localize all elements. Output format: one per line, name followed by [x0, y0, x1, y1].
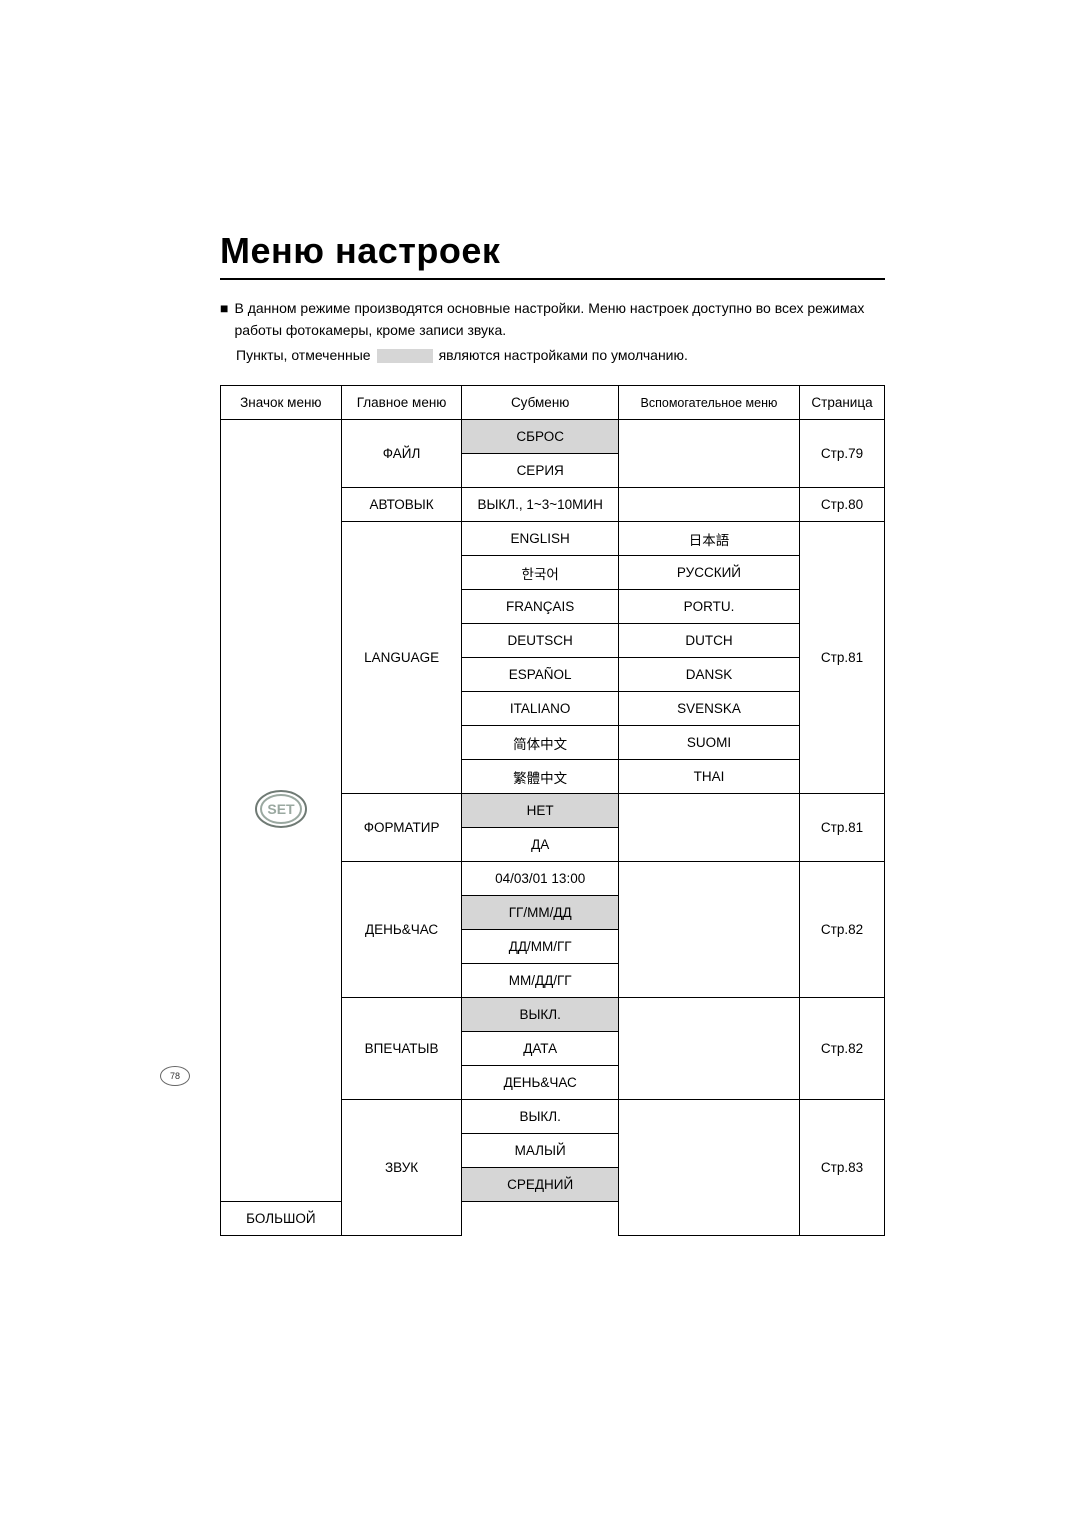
intro-line-2a: Пункты, отмеченные	[236, 345, 371, 367]
settings-table-wrap: Значок меню Главное меню Субменю Вспомог…	[220, 385, 885, 1236]
lang-left: 简体中文	[462, 726, 618, 760]
set-icon: SET	[254, 789, 308, 832]
table-header-row: Значок меню Главное меню Субменю Вспомог…	[221, 386, 885, 420]
sub-imprint-3: ДЕНЬ&ЧАС	[462, 1066, 618, 1100]
page-language: Стр.81	[800, 522, 885, 794]
lang-right: РУССКИЙ	[618, 556, 799, 590]
main-format: ФОРМАТИР	[341, 794, 462, 862]
aux-empty	[618, 420, 799, 488]
sub-sound-4: БОЛЬШОЙ	[221, 1202, 342, 1236]
sub-date-2: ГГ/ММ/ДД	[462, 896, 618, 930]
main-file: ФАЙЛ	[341, 420, 462, 488]
sub-imprint-1: ВЫКЛ.	[462, 998, 618, 1032]
th-icon: Значок меню	[221, 386, 342, 420]
settings-table: Значок меню Главное меню Субменю Вспомог…	[220, 385, 885, 1236]
intro-line-1: В данном режиме производятся основные на…	[234, 298, 885, 341]
lang-right: SUOMI	[618, 726, 799, 760]
sub-date-4: ММ/ДД/ГГ	[462, 964, 618, 998]
sub-sound-1: ВЫКЛ.	[462, 1100, 618, 1134]
main-language: LANGUAGE	[341, 522, 462, 794]
th-page: Страница	[800, 386, 885, 420]
sub-date-1: 04/03/01 13:00	[462, 862, 618, 896]
lang-right: DANSK	[618, 658, 799, 692]
page-autooff: Стр.80	[800, 488, 885, 522]
aux-empty	[618, 862, 799, 998]
sub-format-no: НЕТ	[462, 794, 618, 828]
aux-empty	[618, 488, 799, 522]
aux-empty	[618, 1100, 799, 1236]
lang-left: 한국어	[462, 556, 618, 590]
sub-imprint-2: ДАТА	[462, 1032, 618, 1066]
intro-text: ■ В данном режиме производятся основные …	[220, 298, 885, 367]
page-title: Меню настроек	[220, 230, 885, 272]
sub-file-series: СЕРИЯ	[462, 454, 618, 488]
page-date: Стр.82	[800, 862, 885, 998]
th-sub: Субменю	[462, 386, 618, 420]
main-sound: ЗВУК	[341, 1100, 462, 1236]
page-number: 78	[160, 1066, 190, 1086]
lang-right: THAI	[618, 760, 799, 794]
th-main: Главное меню	[341, 386, 462, 420]
lang-left: ESPAÑOL	[462, 658, 618, 692]
svg-text:SET: SET	[267, 801, 295, 817]
sub-autooff: ВЫКЛ., 1~3~10МИН	[462, 488, 618, 522]
lang-right: 日本語	[618, 522, 799, 556]
title-block: Меню настроек	[220, 230, 885, 280]
menu-icon-cell: SET	[221, 420, 342, 1202]
aux-empty	[618, 998, 799, 1100]
lang-right: PORTU.	[618, 590, 799, 624]
document-page: Меню настроек ■ В данном режиме производ…	[0, 0, 1080, 1528]
lang-right: SVENSKA	[618, 692, 799, 726]
bullet-icon: ■	[220, 298, 228, 320]
lang-left: 繁體中文	[462, 760, 618, 794]
lang-left: ITALIANO	[462, 692, 618, 726]
lang-left: FRANÇAIS	[462, 590, 618, 624]
sub-sound-3: СРЕДНИЙ	[462, 1168, 618, 1202]
lang-left: ENGLISH	[462, 522, 618, 556]
lang-right: DUTCH	[618, 624, 799, 658]
main-date: ДЕНЬ&ЧАС	[341, 862, 462, 998]
main-autooff: АВТОВЫК	[341, 488, 462, 522]
page-imprint: Стр.82	[800, 998, 885, 1100]
sub-sound-2: МАЛЫЙ	[462, 1134, 618, 1168]
th-aux: Вспомогательное меню	[618, 386, 799, 420]
sub-file-reset: СБРОС	[462, 420, 618, 454]
page-file: Стр.79	[800, 420, 885, 488]
aux-empty	[618, 794, 799, 862]
lang-left: DEUTSCH	[462, 624, 618, 658]
intro-line-2b: являются настройками по умолчанию.	[439, 345, 688, 367]
page-sound: Стр.83	[800, 1100, 885, 1236]
main-imprint: ВПЕЧАТЫВ	[341, 998, 462, 1100]
default-highlight-swatch	[377, 349, 433, 363]
page-format: Стр.81	[800, 794, 885, 862]
table-row: SET ФАЙЛ СБРОС Стр.79	[221, 420, 885, 454]
sub-date-3: ДД/ММ/ГГ	[462, 930, 618, 964]
sub-format-yes: ДА	[462, 828, 618, 862]
